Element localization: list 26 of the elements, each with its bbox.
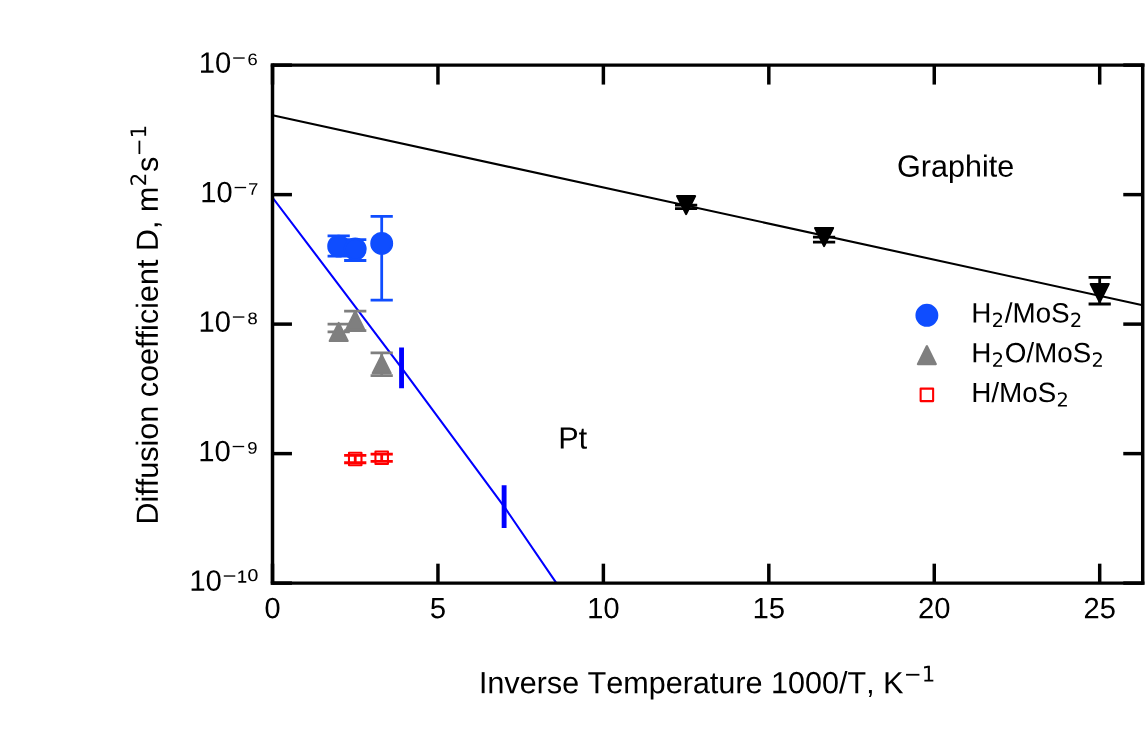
point [814,227,835,248]
x-tick-label: 5 [431,598,445,619]
annotation: Pt [560,427,587,449]
point [347,451,363,467]
legend-label: H$_{2}$/MoS$_{2}$ [973,302,1081,328]
y-axis-title: Diffusion coefficient D, m$^{2}$s$^{−1}$ [130,126,162,523]
point [374,450,389,465]
y-tick-label: 10⁻⁹ [200,440,257,462]
point [1089,282,1110,304]
x-tick-label: 0 [265,597,280,619]
point [676,195,697,216]
y-tick-label: 10⁻⁸ [200,311,257,332]
y-tick-label: 10⁻⁶ [201,52,257,73]
y-tick-label: 10⁻¹⁰ [191,569,258,591]
annotation: Graphite [898,154,1013,183]
line-series [272,196,558,584]
x-axis-title: Inverse Temperature 1000/T, K$^{−1}$ [481,665,934,700]
legend-label: H$_{2}$O/MoS$_{2}$ [973,342,1102,367]
point [328,321,349,343]
x-tick-label: 20 [919,597,950,619]
x-tick-label: 10 [589,597,619,619]
legend-label: H/MoS$_{2}$ [973,381,1067,407]
x-tick-label: 25 [1084,597,1115,619]
y-tick-label: 10⁻⁷ [202,181,258,203]
x-tick-label: 15 [754,598,784,619]
point [370,231,394,255]
